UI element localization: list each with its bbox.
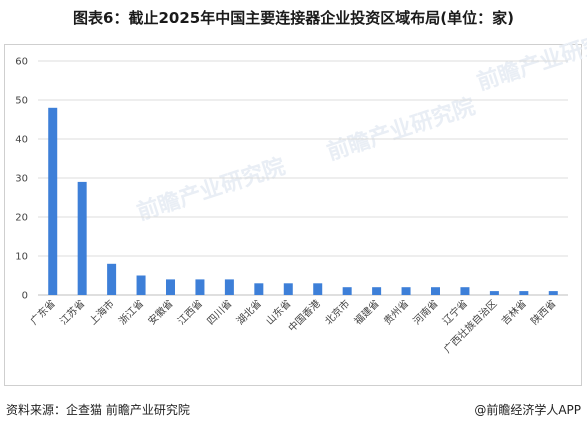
bar <box>48 107 58 295</box>
y-tick-label: 0 <box>22 291 28 302</box>
x-tick-label: 河南省 <box>410 297 440 327</box>
bar <box>401 287 411 295</box>
bar <box>283 283 293 295</box>
x-tick-label: 浙江省 <box>116 297 146 327</box>
y-axis-ticks: 0 10 20 30 40 50 60 <box>15 57 28 302</box>
x-tick-label: 辽宁省 <box>440 297 470 327</box>
bar <box>166 279 175 295</box>
x-tick-label: 福建省 <box>351 297 381 327</box>
bar <box>460 287 470 295</box>
x-tick-label: 贵州省 <box>381 297 411 327</box>
bar <box>519 291 529 295</box>
y-tick-label: 50 <box>15 96 28 107</box>
bars <box>48 107 558 295</box>
bar <box>224 279 234 295</box>
x-tick-label: 山东省 <box>263 297 293 327</box>
y-tick-label: 40 <box>15 135 28 146</box>
bar <box>313 283 323 295</box>
bar <box>431 287 440 295</box>
gridlines <box>38 60 568 296</box>
brand-label: @前瞻经济学人APP <box>474 403 581 417</box>
source-note: 资料来源：企查猫 前瞻产业研究院 <box>6 403 190 417</box>
bar <box>372 287 382 295</box>
y-tick-label: 60 <box>15 57 28 68</box>
y-tick-label: 20 <box>15 213 28 224</box>
y-tick-label: 10 <box>15 252 28 263</box>
bar <box>342 287 352 295</box>
bar <box>136 275 146 295</box>
bar <box>195 279 205 295</box>
x-tick-label: 湖北省 <box>234 297 264 327</box>
x-tick-label: 江苏省 <box>57 297 87 327</box>
plot-frame <box>4 44 582 386</box>
bar <box>548 291 558 295</box>
watermark-text: 前瞻产业研究院 <box>134 153 289 225</box>
x-tick-label: 安徽省 <box>145 297 175 327</box>
x-tick-label: 北京市 <box>322 297 352 327</box>
x-tick-label: 四川省 <box>204 297 234 327</box>
bar <box>254 283 264 295</box>
y-tick-label: 30 <box>15 174 28 185</box>
watermark-text: 前瞻产业研究院 <box>324 93 479 165</box>
x-tick-label: 陕西省 <box>528 297 558 327</box>
x-tick-label: 江西省 <box>175 297 205 327</box>
bar <box>489 291 499 295</box>
bar <box>77 181 87 295</box>
x-tick-label: 中国香港 <box>285 297 322 334</box>
chart-title: 图表6：截止2025年中国主要连接器企业投资区域布局(单位：家) <box>73 9 514 27</box>
x-tick-label: 广东省 <box>27 297 57 327</box>
x-tick-label: 吉林省 <box>499 297 529 327</box>
watermark-text: 前瞻产业研究院 <box>474 23 587 95</box>
bar <box>107 263 117 295</box>
x-tick-label: 上海市 <box>86 297 116 327</box>
